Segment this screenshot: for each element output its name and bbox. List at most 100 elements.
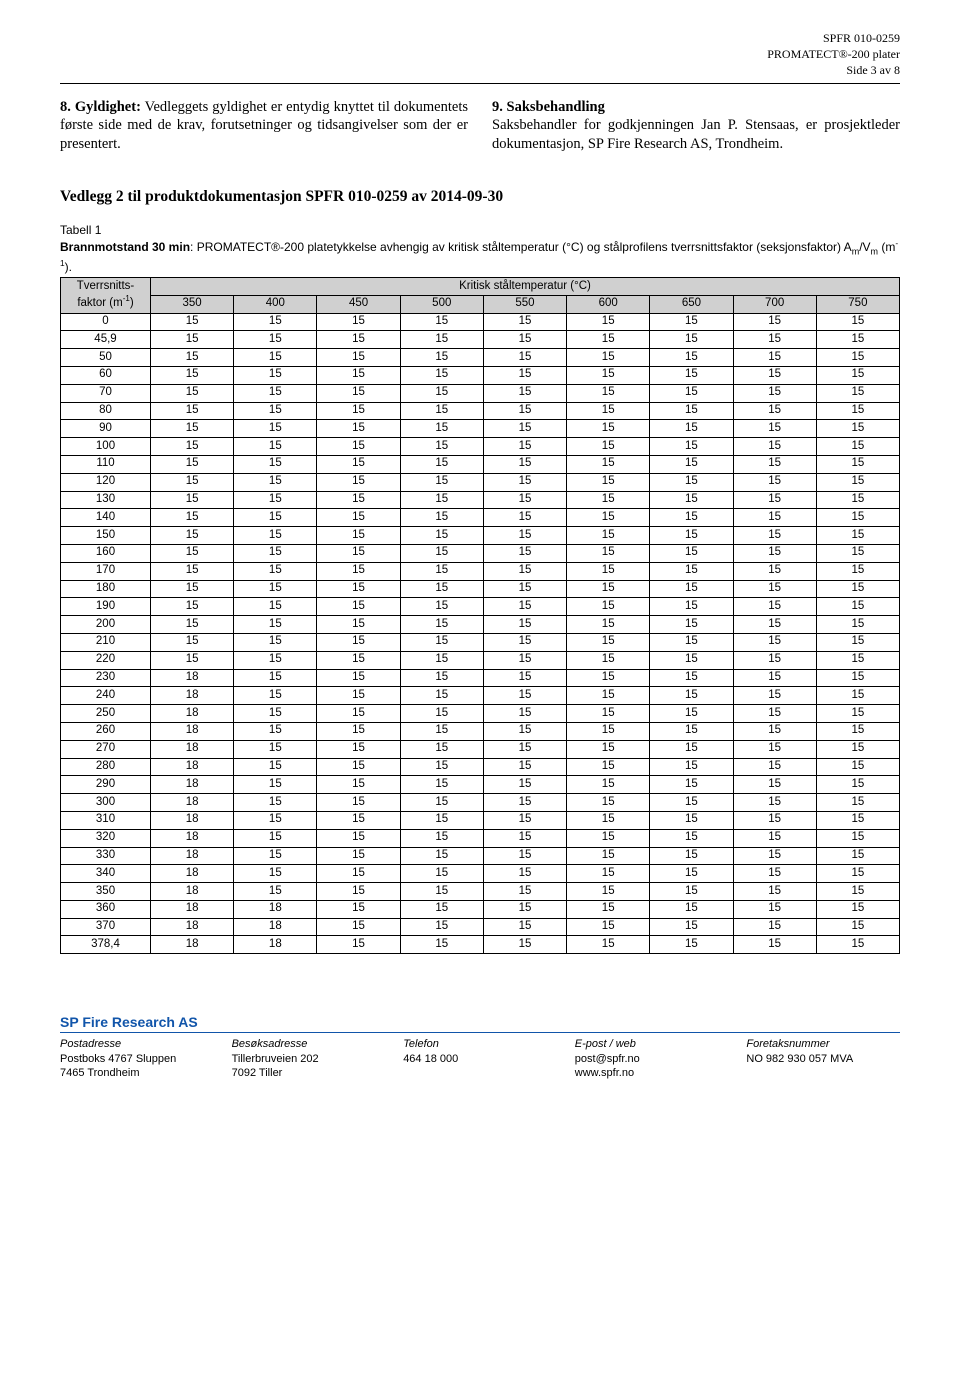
cell: 15 [650, 455, 733, 473]
cell: 15 [400, 811, 483, 829]
row-factor: 210 [61, 633, 151, 651]
cell: 15 [317, 313, 400, 331]
table-row: 310181515151515151515 [61, 811, 900, 829]
cell: 15 [816, 562, 899, 580]
cell: 15 [317, 722, 400, 740]
table-row: 210151515151515151515 [61, 633, 900, 651]
cell: 15 [733, 580, 816, 598]
cell: 15 [483, 491, 566, 509]
cell: 15 [733, 883, 816, 901]
cell: 15 [567, 794, 650, 812]
cell: 15 [400, 918, 483, 936]
cell: 15 [816, 455, 899, 473]
cell: 15 [151, 527, 234, 545]
page-footer: SP Fire Research AS PostadressePostboks … [60, 1014, 900, 1080]
cell: 15 [650, 616, 733, 634]
cell: 15 [567, 473, 650, 491]
cell: 15 [317, 473, 400, 491]
footer-org: SP Fire Research AS [60, 1014, 900, 1030]
row-factor: 370 [61, 918, 151, 936]
cell: 15 [317, 402, 400, 420]
row-factor: 180 [61, 580, 151, 598]
cell: 15 [400, 402, 483, 420]
cell: 15 [317, 900, 400, 918]
footer-col-line: post@spfr.no [575, 1052, 729, 1066]
footer-col-line: 7465 Trondheim [60, 1066, 214, 1080]
cell: 15 [650, 402, 733, 420]
cell: 15 [567, 580, 650, 598]
footer-col-head: Foretaksnummer [746, 1037, 900, 1051]
row-factor: 320 [61, 829, 151, 847]
cell: 15 [483, 776, 566, 794]
cell: 15 [733, 669, 816, 687]
row-factor: 90 [61, 420, 151, 438]
page-info: Side 3 av 8 [60, 62, 900, 78]
cell: 15 [650, 384, 733, 402]
cell: 15 [650, 598, 733, 616]
cell: 15 [317, 491, 400, 509]
cell: 15 [317, 847, 400, 865]
cell: 15 [483, 651, 566, 669]
cell: 15 [650, 544, 733, 562]
cell: 15 [317, 384, 400, 402]
cell: 15 [567, 811, 650, 829]
cell: 15 [400, 687, 483, 705]
cell: 15 [733, 918, 816, 936]
table-row: 370181815151515151515 [61, 918, 900, 936]
cell: 15 [400, 758, 483, 776]
cell: 15 [400, 847, 483, 865]
cell: 15 [650, 883, 733, 901]
cell: 15 [816, 366, 899, 384]
cell: 15 [483, 527, 566, 545]
table-row: 0151515151515151515 [61, 313, 900, 331]
cell: 15 [733, 598, 816, 616]
cell: 15 [733, 455, 816, 473]
row-factor: 130 [61, 491, 151, 509]
cell: 15 [400, 740, 483, 758]
cell: 15 [400, 313, 483, 331]
cell: 15 [400, 491, 483, 509]
cell: 15 [567, 633, 650, 651]
column-header: 350 [151, 295, 234, 313]
cell: 15 [234, 331, 317, 349]
cell: 15 [317, 705, 400, 723]
cell: 15 [816, 758, 899, 776]
cell: 15 [816, 794, 899, 812]
row-factor: 230 [61, 669, 151, 687]
table-row: 360181815151515151515 [61, 900, 900, 918]
cell: 15 [234, 758, 317, 776]
cell: 15 [151, 455, 234, 473]
cell: 15 [400, 349, 483, 367]
cell: 15 [400, 455, 483, 473]
row-factor: 360 [61, 900, 151, 918]
cell: 15 [234, 687, 317, 705]
cell: 18 [151, 829, 234, 847]
cell: 15 [483, 331, 566, 349]
column-header: 550 [483, 295, 566, 313]
cell: 15 [733, 847, 816, 865]
cell: 15 [151, 562, 234, 580]
cell: 15 [317, 740, 400, 758]
table-row: 230181515151515151515 [61, 669, 900, 687]
cell: 15 [816, 331, 899, 349]
cell: 15 [317, 883, 400, 901]
cell: 15 [317, 544, 400, 562]
cell: 15 [567, 883, 650, 901]
cell: 15 [400, 883, 483, 901]
cell: 15 [317, 829, 400, 847]
section-9-heading: 9. Saksbehandling [492, 99, 605, 115]
cell: 15 [483, 580, 566, 598]
table-row: 220151515151515151515 [61, 651, 900, 669]
table-body: 015151515151515151545,915151515151515151… [61, 313, 900, 954]
cell: 15 [483, 438, 566, 456]
cell: 15 [816, 918, 899, 936]
cell: 15 [816, 544, 899, 562]
cell: 15 [400, 651, 483, 669]
cell: 15 [317, 669, 400, 687]
section-8: 8. Gyldighet: Vedleggets gyldighet er en… [60, 98, 468, 155]
cell: 15 [151, 366, 234, 384]
table-row: 300181515151515151515 [61, 794, 900, 812]
row-factor: 80 [61, 402, 151, 420]
footer-col-line: 7092 Tiller [232, 1066, 386, 1080]
caption-bold: Brannmotstand 30 min [60, 240, 190, 254]
